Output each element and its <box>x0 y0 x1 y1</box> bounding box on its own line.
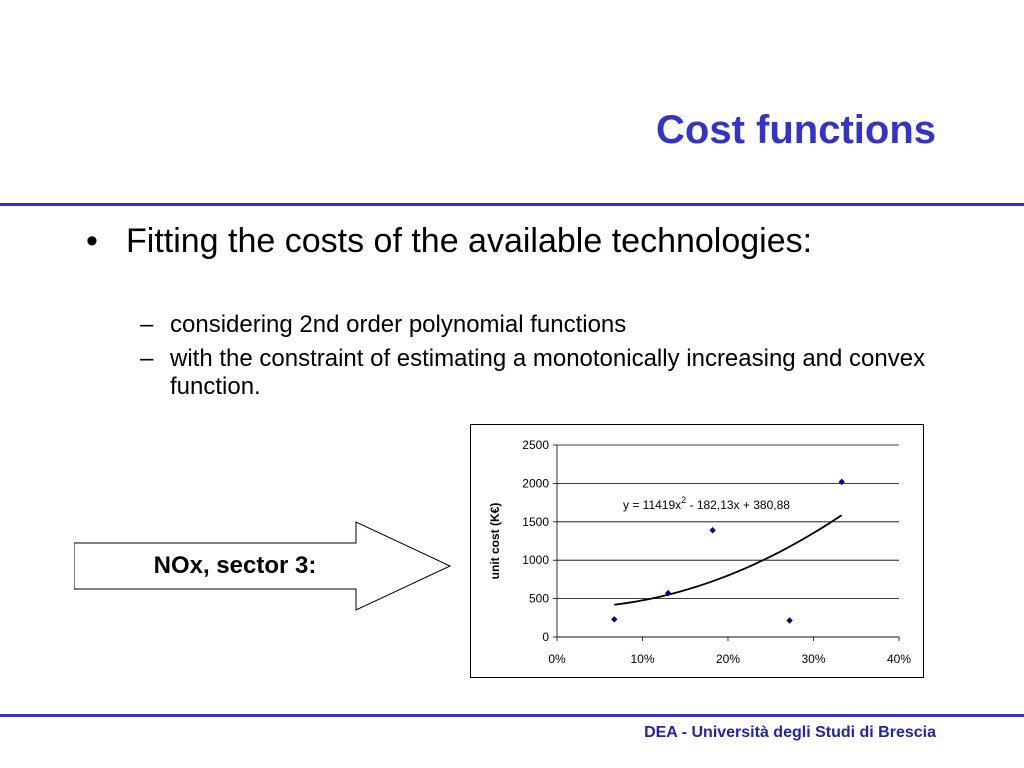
data-point <box>611 616 618 623</box>
data-point <box>786 617 793 624</box>
x-tick-label: 0% <box>548 652 566 666</box>
trendline <box>614 514 843 606</box>
arrow-shape <box>74 521 452 611</box>
y-tick-label: 2000 <box>522 476 549 490</box>
data-point <box>709 527 716 534</box>
bullet-marker: • <box>86 222 98 260</box>
data-point <box>664 590 672 597</box>
sub-bullet-dash: – <box>140 311 154 338</box>
data-point <box>838 478 845 486</box>
footer-divider <box>0 714 1024 717</box>
sub-bullet: – with the constraint of estimating a mo… <box>140 345 930 401</box>
cost-chart: 0 500 1000 1500 2000 2500 0% 10% 20% 30% 40% unit c… <box>488 438 911 666</box>
sub-bullet: – considering 2nd order polynomial funct… <box>140 311 626 339</box>
sub-bullet-text: with the constraint of estimating a mono… <box>170 345 926 400</box>
x-tick-label: 10% <box>630 652 654 666</box>
x-tick-label: 30% <box>801 652 825 666</box>
y-axis-title: unit cost (K€) <box>488 503 502 580</box>
y-tick-label: 2500 <box>522 438 549 452</box>
y-tick-label: 0 <box>542 630 549 644</box>
y-tick-label: 1000 <box>522 553 549 567</box>
arrow-label: NOx, sector 3: <box>153 552 317 579</box>
title-divider <box>0 203 1024 206</box>
sub-bullet-dash: – <box>140 345 154 372</box>
x-tick-label: 20% <box>716 652 740 666</box>
x-tick-label: 40% <box>887 652 911 666</box>
slide-title: Cost functions <box>656 108 936 152</box>
y-tick-label: 1500 <box>522 515 549 529</box>
main-bullet-text: Fitting the costs of the available techn… <box>126 222 813 260</box>
main-bullet: • Fitting the costs of the available tech… <box>86 222 812 261</box>
chart-frame: 0 500 1000 1500 2000 2500 0% 10% 20% 30% 40% unit c… <box>470 424 924 678</box>
y-tick-label: 500 <box>529 592 549 606</box>
footer-text: DEA - Università degli Studi di Brescia <box>644 724 936 741</box>
trendline-equation: y = 11419x2 - 182,13x + 380,88 <box>623 495 790 512</box>
sub-bullet-text: considering 2nd order polynomial functio… <box>170 311 627 338</box>
